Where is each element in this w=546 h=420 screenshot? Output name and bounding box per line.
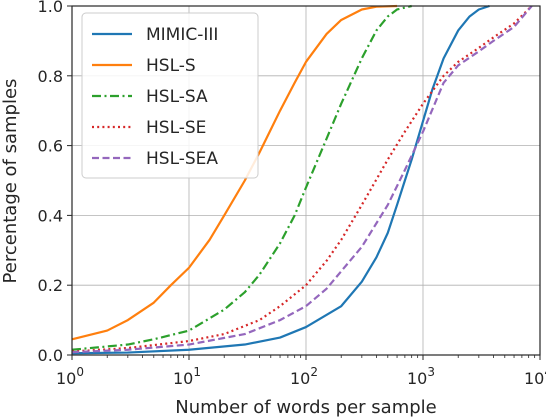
x-tick-label: 104 xyxy=(524,365,546,388)
legend-label: HSL-SA xyxy=(146,87,208,107)
y-tick-label: 0.6 xyxy=(38,137,63,156)
y-tick-label: 0.8 xyxy=(38,67,63,86)
series-line-mimic-iii xyxy=(71,4,490,355)
legend-box xyxy=(81,12,259,179)
legend-label: HSL-SEA xyxy=(146,149,218,169)
x-tick-label: 103 xyxy=(407,365,435,388)
x-tick-label: 101 xyxy=(173,365,201,388)
y-tick-label: 0.4 xyxy=(38,206,63,225)
axis-ticks: 0.0 0.2 0.4 0.6 0.8 1.0 100 101 102 103 104 xyxy=(38,0,546,388)
x-axis-title: Number of words per sample xyxy=(175,397,437,418)
legend-label: HSL-SE xyxy=(146,118,206,138)
x-tick-label: 102 xyxy=(290,365,318,388)
legend-label: MIMIC-III xyxy=(146,25,218,45)
legend: MIMIC-III HSL-S HSL-SA HSL-SE HSL-SEA xyxy=(81,12,259,179)
legend-label: HSL-S xyxy=(146,56,196,76)
y-tick-label: 0.2 xyxy=(38,276,63,295)
y-tick-label: 0.0 xyxy=(38,346,63,365)
series-line-hsl-sea xyxy=(71,5,533,354)
y-tick-label: 1.0 xyxy=(38,0,63,16)
x-tick-label: 100 xyxy=(56,365,84,388)
series-line-hsl-sa xyxy=(71,4,412,351)
y-axis-title: Percentage of samples xyxy=(0,79,21,284)
